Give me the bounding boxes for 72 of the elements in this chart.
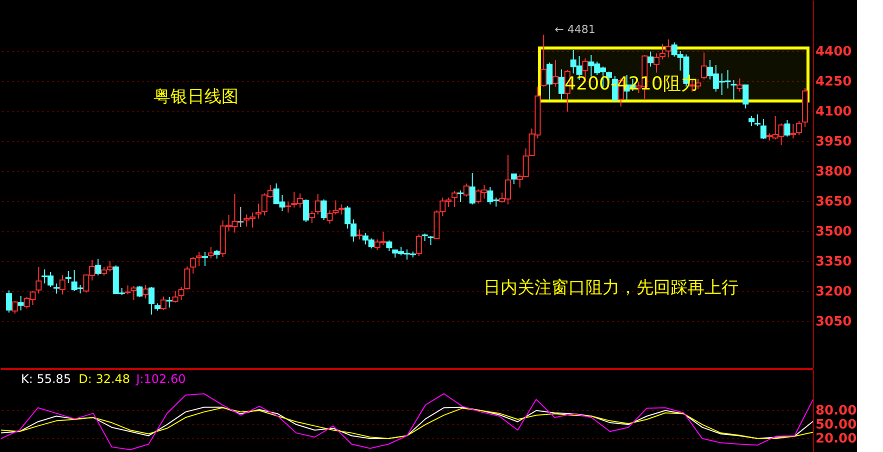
candlestick — [784, 120, 790, 138]
candlestick — [742, 84, 749, 109]
candlestick — [148, 286, 155, 316]
candlestick — [208, 246, 214, 259]
candlestick — [172, 290, 178, 304]
candlestick — [202, 252, 208, 266]
candlestick — [196, 252, 202, 266]
candlestick — [160, 296, 166, 310]
candlestick — [166, 296, 172, 308]
annotation: 日内关注窗口阻力，先回踩再上行 — [484, 278, 738, 298]
candlestick — [790, 124, 796, 139]
candlestick — [654, 52, 660, 74]
series-label: J:102.60 — [135, 372, 186, 386]
candlestick — [65, 270, 72, 284]
candlestick — [552, 60, 559, 88]
candlestick — [338, 204, 345, 215]
candlestick — [648, 51, 654, 68]
y-tick-label: 3500 — [816, 224, 852, 240]
candlestick — [754, 114, 761, 126]
candlestick — [142, 284, 149, 299]
candlestick — [190, 256, 196, 274]
candlestick — [659, 44, 666, 60]
text: K: 55.85 — [21, 372, 72, 386]
candlestick — [736, 78, 743, 92]
candlestick — [463, 183, 470, 198]
candlestick — [469, 172, 476, 205]
candlestick — [558, 68, 564, 100]
candlestick — [6, 290, 12, 314]
candlestick — [386, 240, 392, 252]
candlestick — [510, 174, 517, 184]
y-tick-label: 3350 — [816, 254, 852, 270]
candlestick — [665, 38, 672, 58]
y-tick-label: 4250 — [816, 74, 852, 90]
candlestick — [12, 300, 18, 314]
candlestick — [285, 201, 292, 214]
annotation: 粤银日线图 — [154, 87, 238, 107]
candlestick — [546, 62, 553, 100]
y-tick-label: 3050 — [816, 314, 852, 330]
candlestick — [730, 80, 737, 100]
candlestick — [701, 52, 708, 80]
y-tick-label: 3200 — [816, 284, 852, 300]
line-series — [1, 393, 813, 450]
candlestick — [53, 283, 60, 294]
y-tick-label: 3950 — [816, 134, 852, 150]
candlestick — [452, 190, 458, 208]
annotation: ← 4481 — [554, 23, 596, 36]
y-tick-label: 80.00 — [816, 404, 857, 419]
candlestick — [540, 34, 547, 88]
y-tick-label: 50.00 — [816, 418, 857, 433]
y-tick-label: 20.00 — [816, 432, 857, 447]
candlestick — [18, 296, 24, 311]
candlestick — [36, 266, 42, 294]
candlestick — [356, 228, 362, 240]
y-tick-label: 4100 — [816, 104, 852, 120]
candlestick — [255, 203, 262, 220]
candlestick — [416, 234, 422, 256]
candlestick — [308, 210, 315, 224]
y-tick-label: 3800 — [816, 164, 852, 180]
text: D: 32.48 — [78, 372, 130, 386]
candlestick — [95, 258, 102, 276]
candlestick — [796, 120, 802, 136]
candlestick — [457, 190, 464, 202]
candlestick — [320, 198, 327, 220]
candlestick — [303, 198, 310, 222]
candlestick — [314, 194, 321, 215]
candlestick — [760, 118, 766, 140]
candlestick — [59, 274, 66, 295]
candlestick — [136, 286, 143, 298]
y-tick-label: 4400 — [816, 44, 852, 60]
candlestick — [238, 206, 244, 228]
candlestick — [748, 116, 755, 126]
y-tick-label: 3650 — [816, 194, 852, 210]
